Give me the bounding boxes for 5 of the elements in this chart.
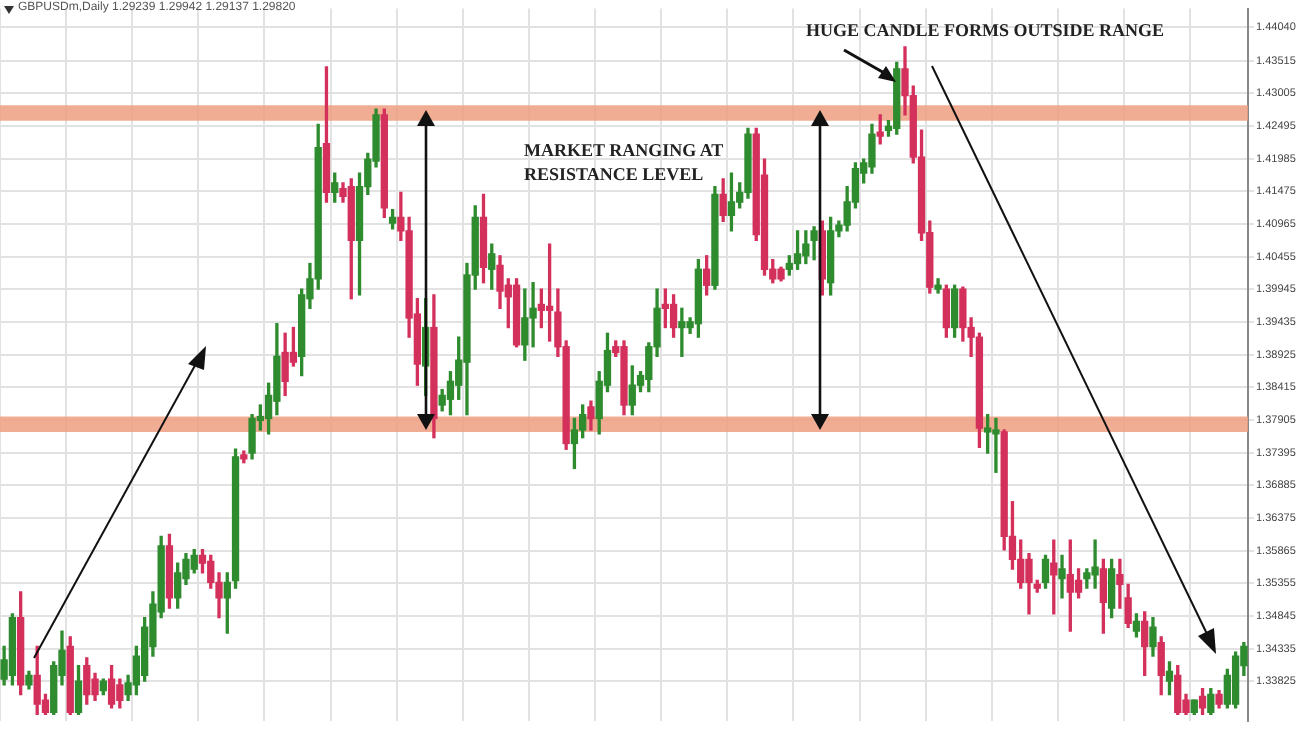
candlestick [992,417,1000,473]
candlestick [1091,539,1099,589]
annotation: MARKET RANGING AT RESISTANCE LEVEL [524,138,724,186]
annotation: HUGE CANDLE FORMS OUTSIDE RANGE [806,18,1165,42]
candlestick [678,307,686,358]
